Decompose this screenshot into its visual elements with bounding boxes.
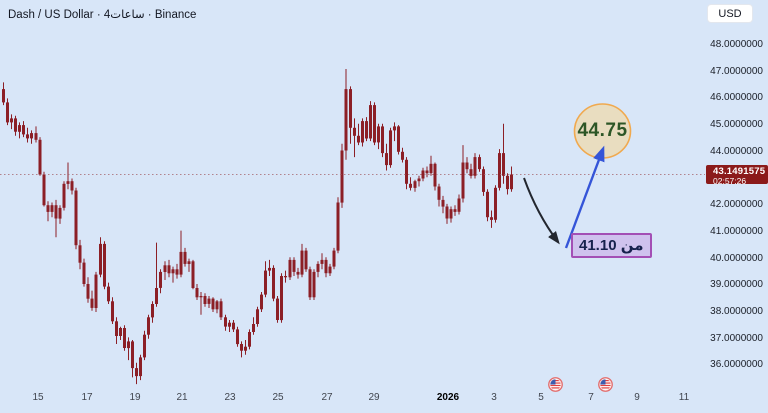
time-tick-label: 29 xyxy=(368,392,380,403)
price-tick-label: 47.0000000 xyxy=(710,65,763,77)
time-tick-label: 25 xyxy=(272,392,284,403)
price-tick-label: 45.0000000 xyxy=(710,119,763,131)
price-tick-label: 44.0000000 xyxy=(710,145,763,157)
time-axis[interactable]: 15 17 19 21 23 25 27 29 2026 3 5 7 9 11 xyxy=(0,390,768,413)
time-tick-label: 21 xyxy=(176,392,188,403)
price-tick-label: 39.0000000 xyxy=(710,279,763,291)
time-tick-label: 15 xyxy=(32,392,44,403)
projection-arrow-down[interactable] xyxy=(523,177,560,245)
price-tick-label: 37.0000000 xyxy=(710,332,763,344)
price-tick-label: 42.0000000 xyxy=(710,199,763,211)
last-price-badge: 43.1491575 02:57:26 xyxy=(706,165,768,186)
symbol-title[interactable]: Dash / US Dollar · 4ساعات · Binance xyxy=(8,9,197,21)
economic-event-icon[interactable] xyxy=(598,377,613,392)
price-axis[interactable]: 48.0000000 47.0000000 46.0000000 45.0000000… xyxy=(705,0,768,390)
currency-toggle-button[interactable]: USD xyxy=(707,4,753,23)
time-tick-label: 2026 xyxy=(436,392,460,403)
time-tick-label: 5 xyxy=(538,392,544,403)
price-tick-label: 36.0000000 xyxy=(710,359,763,371)
economic-event-icon[interactable] xyxy=(548,377,563,392)
price-tick-label: 46.0000000 xyxy=(710,92,763,104)
price-tick-label: 38.0000000 xyxy=(710,306,763,317)
target-price-text[interactable]: 44.75 xyxy=(577,120,628,141)
time-tick-label: 17 xyxy=(81,392,93,403)
time-tick-label: 9 xyxy=(634,392,640,403)
support-price-label[interactable]: 41.10 من xyxy=(571,233,652,258)
price-tick-label: 41.0000000 xyxy=(710,225,763,237)
price-tick-label: 40.0000000 xyxy=(710,252,763,264)
price-tick-label: 48.0000000 xyxy=(710,39,763,50)
candle-series xyxy=(2,69,513,385)
time-tick-label: 27 xyxy=(321,392,333,403)
projection-arrow-up[interactable] xyxy=(564,145,605,249)
time-tick-label: 7 xyxy=(588,392,594,403)
last-price-value: 43.1491575 xyxy=(713,165,766,177)
time-tick-label: 11 xyxy=(678,392,690,403)
time-tick-label: 23 xyxy=(224,392,236,403)
time-tick-label: 3 xyxy=(491,392,497,403)
bar-countdown: 02:57:26 xyxy=(713,176,747,186)
time-tick-label: 19 xyxy=(129,392,141,403)
